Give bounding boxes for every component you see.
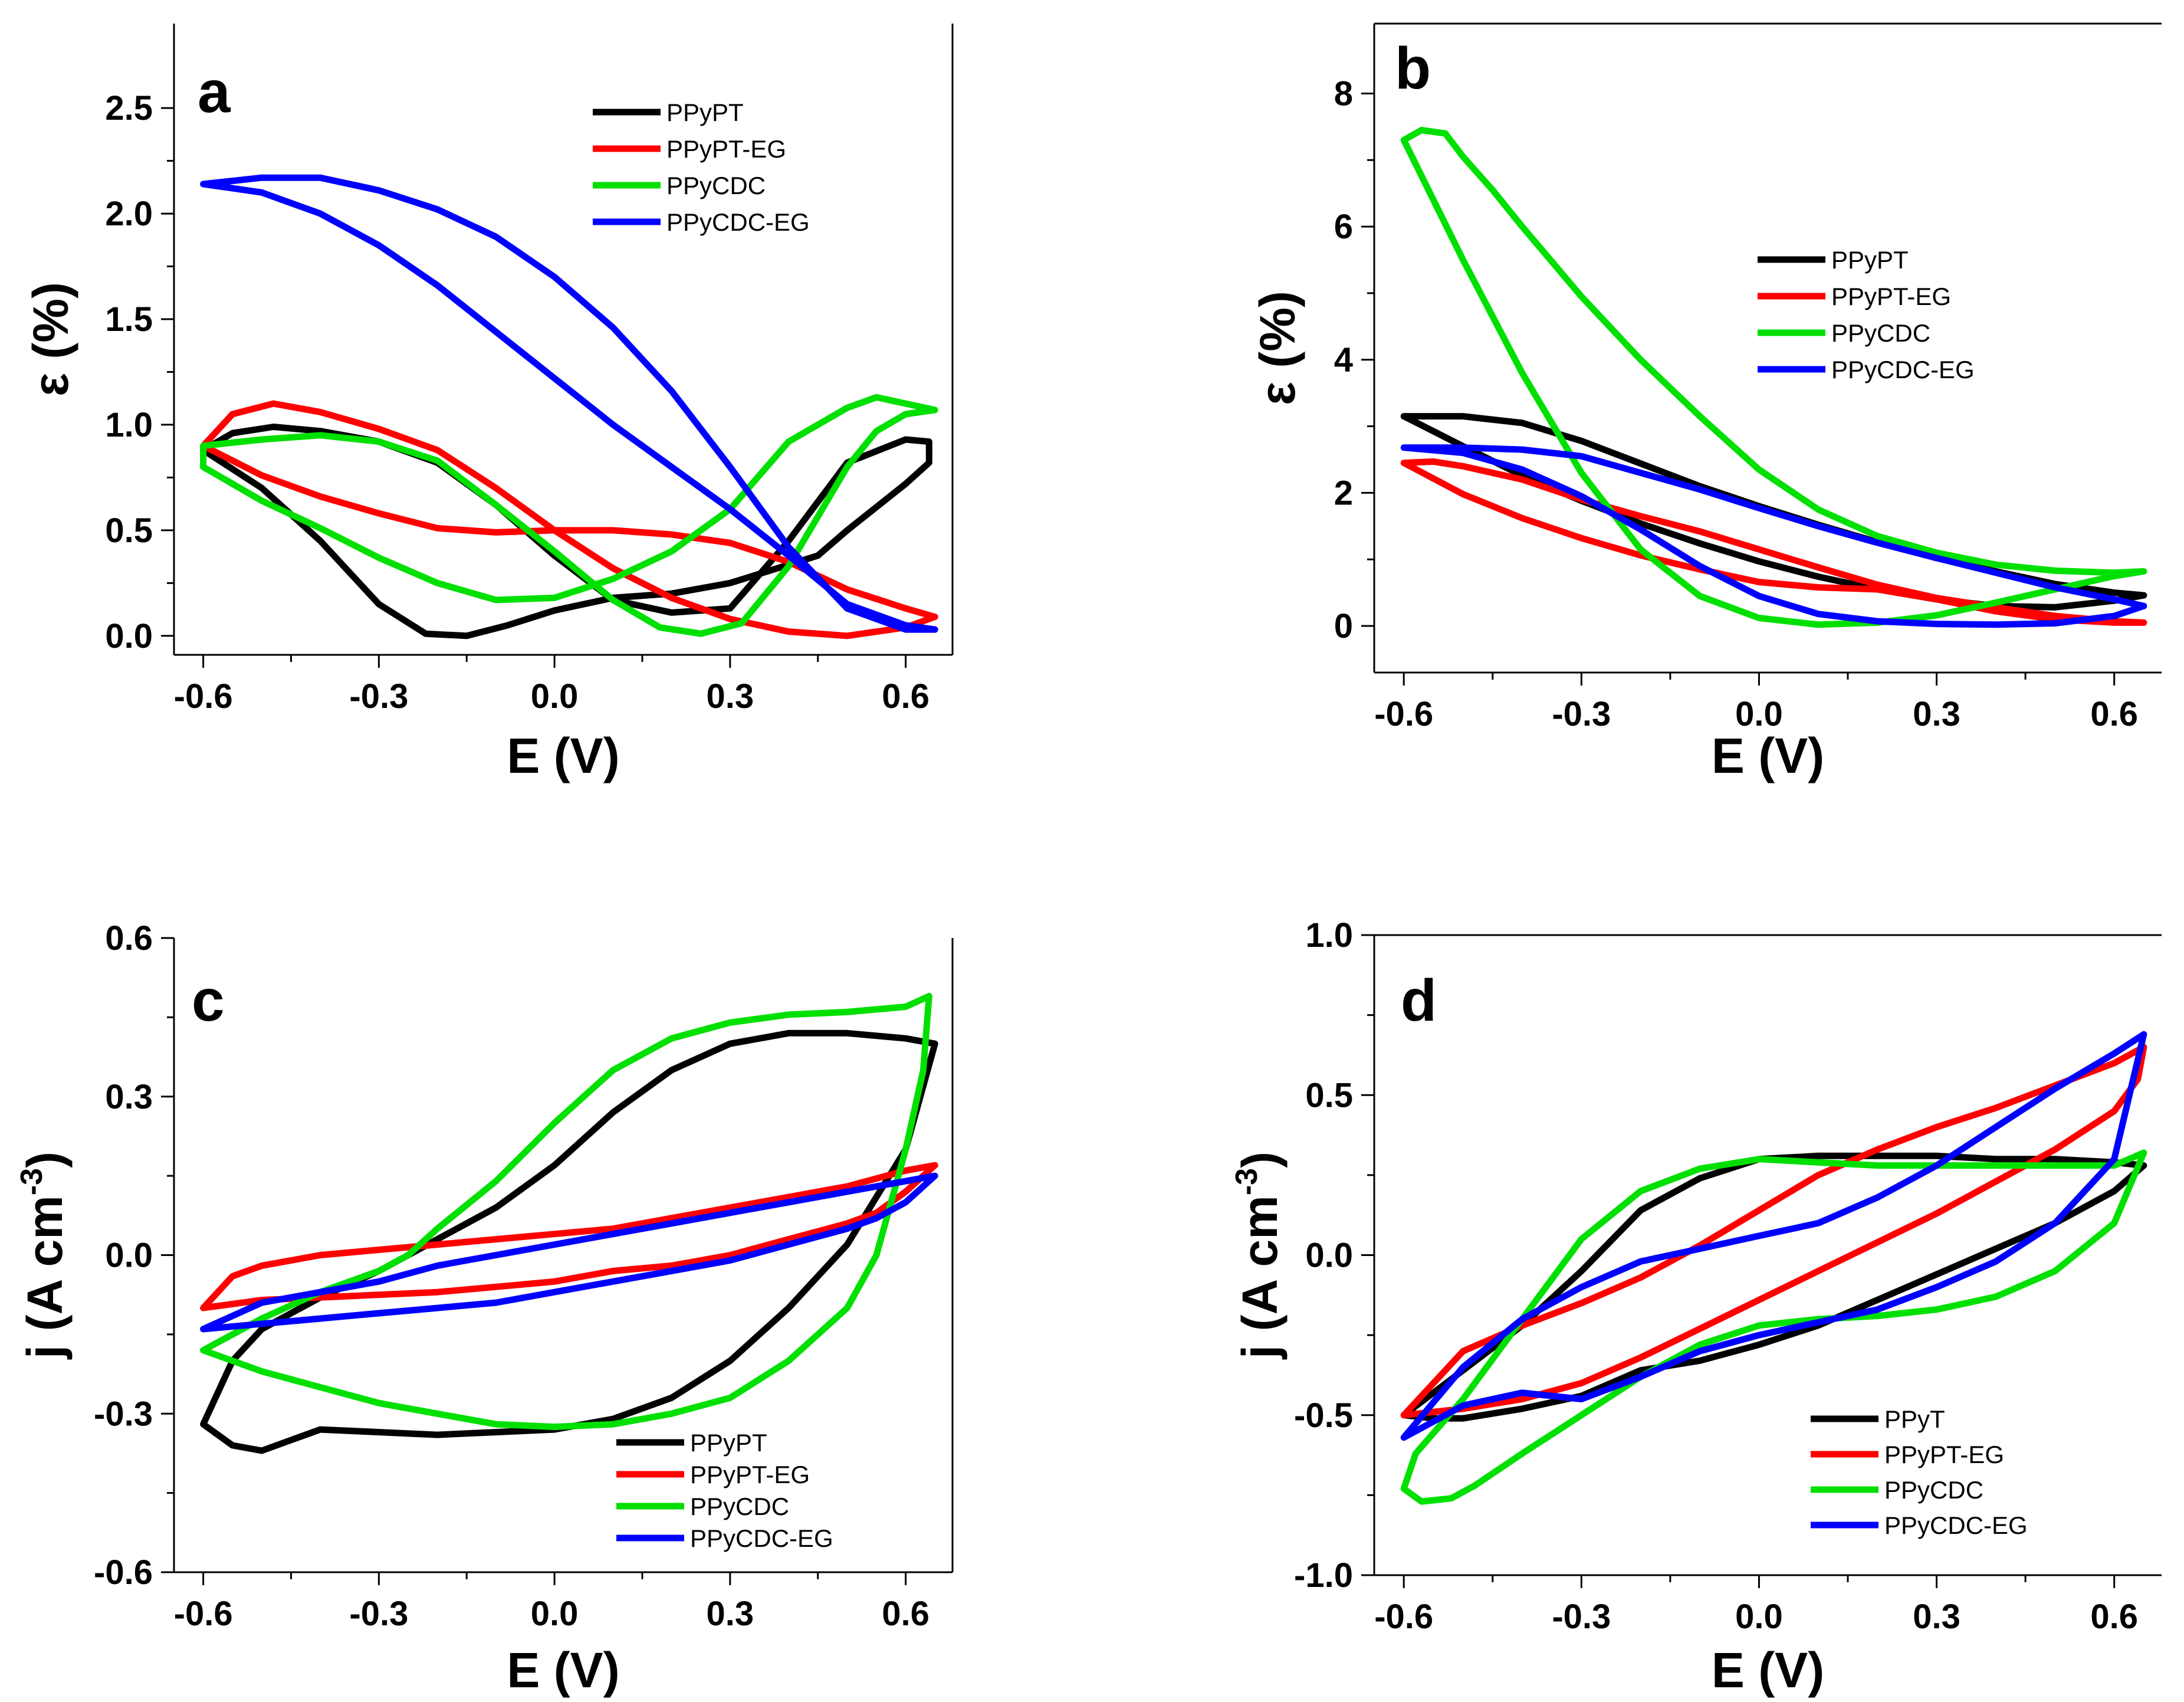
y-tick-label: -0.5 xyxy=(1294,1396,1353,1435)
y-tick-label: 1.0 xyxy=(1305,916,1353,955)
y-tick-label: 1.5 xyxy=(105,300,153,339)
y-tick-label: 0.6 xyxy=(105,919,153,957)
x-tick-label: 0.0 xyxy=(531,1595,579,1633)
y-tick-label: -0.3 xyxy=(94,1395,153,1433)
legend-label: PPyPT-EG xyxy=(1831,283,1951,310)
y-axis-title: ε (%) xyxy=(23,282,78,396)
chart-panel-b: -0.6 -0.3 0.0 0.3 0.6 0 2 4 6 8 E (V) ε (%) b PPyPT PP… xyxy=(1250,22,2162,783)
series-line-PPyT xyxy=(1400,1152,2147,1422)
x-tick-label: 0.3 xyxy=(707,677,754,716)
legend-label: PPyPT xyxy=(1831,246,1909,274)
x-tick-label: 0.6 xyxy=(882,1595,930,1633)
panel-letter: b xyxy=(1395,35,1431,101)
y-tick-label: 0 xyxy=(1334,607,1353,645)
y-tick-label: -1.0 xyxy=(1294,1556,1353,1595)
y-tick-label: 0.3 xyxy=(105,1078,153,1116)
x-axis-title: E (V) xyxy=(507,728,619,783)
y-axis-title: ε (%) xyxy=(1250,291,1305,405)
x-tick-label: -0.6 xyxy=(174,1595,233,1633)
legend-label: PPyT xyxy=(1884,1405,1945,1433)
panel-letter: d xyxy=(1401,968,1437,1034)
x-tick-label: -0.6 xyxy=(1374,695,1433,733)
y-axis-title: j (A cm-3) xyxy=(1230,1152,1288,1360)
x-tick-label: 0.0 xyxy=(1735,1598,1783,1636)
x-tick-label: 0.6 xyxy=(2090,695,2138,733)
x-tick-label: -0.3 xyxy=(349,677,408,716)
legend-label: PPyCDC xyxy=(1831,319,1930,347)
legend-label: PPyCDC xyxy=(666,172,766,199)
x-tick-label: 0.6 xyxy=(882,677,930,716)
legend-label: PPyPT-EG xyxy=(1884,1441,2004,1468)
y-tick-label: 0.5 xyxy=(105,511,153,550)
x-tick-label: 0.3 xyxy=(707,1595,754,1633)
x-tick-label: 0.0 xyxy=(531,677,579,716)
y-tick-label: 1.0 xyxy=(105,406,153,444)
series-line-PPyPT-EG xyxy=(200,400,938,640)
y-tick-label: 2.0 xyxy=(105,195,153,233)
x-tick-label: 0.0 xyxy=(1735,695,1783,733)
x-tick-label: 0.3 xyxy=(1913,1598,1960,1636)
legend-label: PPyCDC-EG xyxy=(666,208,810,236)
legend-label: PPyPT-EG xyxy=(690,1461,810,1488)
series-line-PPyCDC xyxy=(200,393,938,637)
legend-label: PPyCDC-EG xyxy=(1884,1511,2028,1539)
chart-panel-d: -0.6 -0.3 0.0 0.3 0.6 -1.0 -0.5 0.0 0.5 1.0 E (V) j… xyxy=(1230,916,2162,1698)
series-line-PPyCDC xyxy=(1400,127,2147,628)
series-line-PPyCDC xyxy=(1400,1149,2147,1505)
panel-letter: c xyxy=(192,968,225,1034)
series-line-PPyCDC-EG xyxy=(200,1172,938,1333)
y-tick-label: 0.0 xyxy=(105,617,153,655)
y-tick-label: 2 xyxy=(1334,474,1353,512)
y-axis-title: j (A cm-3) xyxy=(15,1152,73,1360)
x-axis-title: E (V) xyxy=(1712,728,1824,783)
y-tick-label: -0.6 xyxy=(94,1553,153,1592)
x-tick-label: 0.3 xyxy=(1913,695,1960,733)
y-tick-label: 0.5 xyxy=(1305,1076,1353,1114)
chart-panel-c: -0.6 -0.3 0.0 0.3 0.6 -0.6 -0.3 0.0 0.3 0.6 E (V) j… xyxy=(15,919,954,1698)
x-tick-label: -0.3 xyxy=(1552,1598,1611,1636)
x-axis-title: E (V) xyxy=(507,1642,619,1698)
series-line-PPyCDC xyxy=(200,993,932,1431)
x-axis-title: E (V) xyxy=(1712,1642,1824,1698)
legend-label: PPyCDC xyxy=(690,1493,789,1520)
chart-panel-a: -0.6 -0.3 0.0 0.3 0.6 0.0 0.5 1.0 1.5 2.0 2.5 E (V)… xyxy=(23,24,954,783)
series-line-PPyCDC-EG xyxy=(200,174,938,633)
series-line-PPyCDC-EG xyxy=(1400,1031,2147,1441)
x-tick-label: -0.3 xyxy=(1552,695,1611,733)
y-tick-label: 8 xyxy=(1334,74,1353,113)
legend-label: PPyCDC xyxy=(1884,1476,1983,1504)
series-line-PPyPT-EG xyxy=(1400,1044,2147,1419)
series-line-PPyPT xyxy=(1400,413,2147,611)
series-line-PPyCDC-EG xyxy=(1400,444,2147,628)
y-tick-label: 4 xyxy=(1334,341,1353,379)
x-tick-label: -0.6 xyxy=(174,677,233,716)
x-tick-label: -0.3 xyxy=(349,1595,408,1633)
y-tick-label: 6 xyxy=(1334,208,1353,246)
x-tick-label: 0.6 xyxy=(2090,1598,2138,1636)
y-tick-label: 0.0 xyxy=(1305,1237,1353,1275)
legend-label: PPyPT xyxy=(666,99,744,126)
x-tick-label: -0.6 xyxy=(1374,1598,1433,1636)
y-tick-label: 0.0 xyxy=(105,1237,153,1275)
y-tick-label: 2.5 xyxy=(105,89,153,127)
legend-label: PPyPT-EG xyxy=(666,135,786,163)
panel-letter: a xyxy=(198,59,231,125)
legend-label: PPyCDC-EG xyxy=(690,1524,833,1552)
legend-label: PPyPT xyxy=(690,1429,767,1457)
legend-label: PPyCDC-EG xyxy=(1831,356,1975,383)
